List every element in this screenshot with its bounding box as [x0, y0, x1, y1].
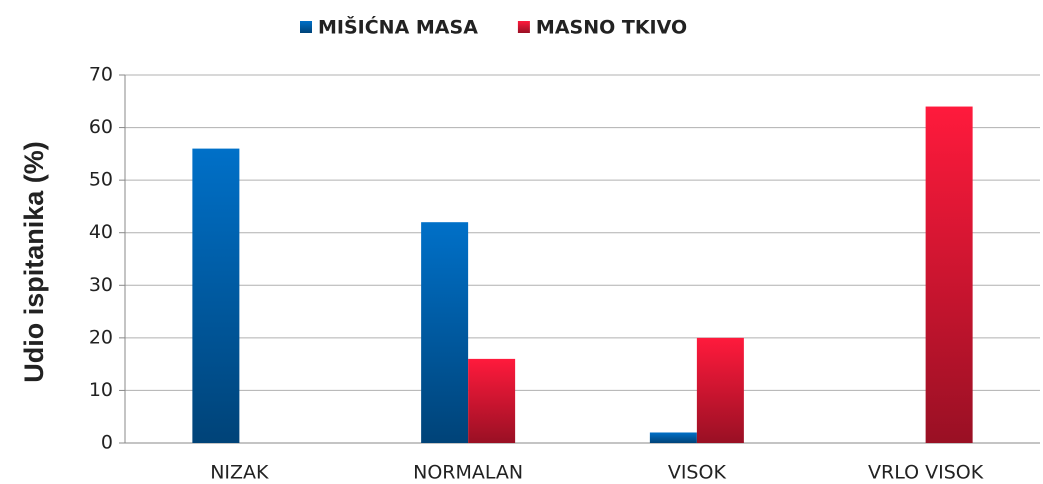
bar — [421, 222, 469, 443]
y-tick-label: 20 — [89, 326, 113, 348]
bar — [468, 358, 516, 443]
legend-swatch — [517, 21, 530, 33]
x-tick-label: NIZAK — [210, 462, 269, 484]
legend-label: MIŠIĆNA MASA — [318, 15, 478, 39]
y-tick-label: 70 — [89, 64, 113, 86]
x-tick-label: NORMALAN — [413, 462, 523, 484]
x-tick-label: VRLO VISOK — [868, 462, 984, 484]
y-axis-label: Udio ispitanika (%) — [19, 141, 49, 383]
y-tick-label: 40 — [89, 221, 113, 243]
bar — [649, 432, 697, 443]
legend-label: MASNO TKIVO — [536, 17, 687, 39]
y-tick-label: 0 — [101, 432, 113, 454]
legend-swatch — [300, 21, 312, 33]
y-tick-label: 60 — [89, 116, 113, 138]
y-tick-label: 50 — [89, 169, 113, 191]
bar — [925, 106, 973, 444]
bar — [696, 337, 744, 443]
bar — [192, 148, 240, 443]
y-tick-label: 30 — [89, 274, 113, 296]
x-tick-label: VISOK — [668, 462, 727, 484]
y-tick-label: 10 — [89, 379, 113, 401]
